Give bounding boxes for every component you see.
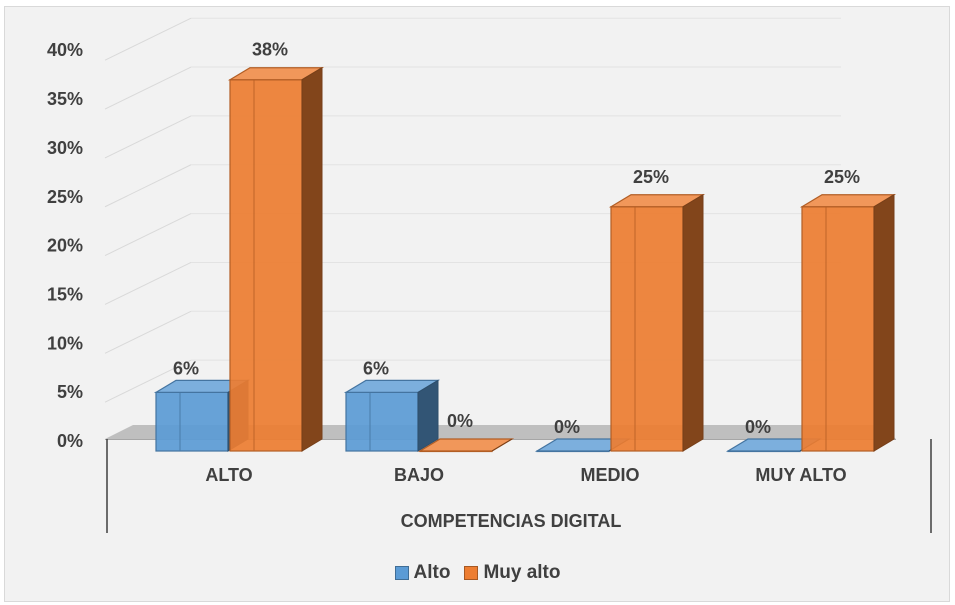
y-tick-label: 15% xyxy=(47,284,83,304)
gridline-perspective xyxy=(104,359,192,403)
legend-item-muy-alto: Muy alto xyxy=(464,562,561,584)
data-label: 0% xyxy=(554,417,580,437)
bar-muy-alto-alto-side xyxy=(301,66,323,452)
gridline-perspective xyxy=(104,66,192,110)
gridline-perspective xyxy=(104,164,192,208)
bar-alto-bajo-side xyxy=(417,379,439,452)
y-tick-label: 5% xyxy=(57,382,83,402)
bar-chart: 0% 5% 10% 15% 20% 25% 30% 35% 40% 6% 38% ALTO 6% 0% BA… xyxy=(47,17,932,533)
bar-muy-alto-medio-front xyxy=(610,206,684,452)
bar-muy-alto-medio-side xyxy=(682,193,704,452)
bar-muy-alto-bajo-side xyxy=(491,438,513,452)
legend-label-muy-alto: Muy alto xyxy=(483,562,561,583)
bar-alto-alto-front xyxy=(155,391,229,452)
data-label: 25% xyxy=(633,167,669,187)
bar-muy-alto-alto-front xyxy=(229,79,303,452)
x-category-label: MEDIO xyxy=(580,465,639,485)
x-axis-title: COMPETENCIAS DIGITAL xyxy=(401,511,622,531)
data-label: 25% xyxy=(824,167,860,187)
x-category-label: ALTO xyxy=(205,465,252,485)
legend-item-alto: Alto xyxy=(394,562,451,584)
y-tick-label: 10% xyxy=(47,333,83,353)
chart-frame: 0% 5% 10% 15% 20% 25% 30% 35% 40% 6% 38% ALTO 6% 0% BA… xyxy=(4,6,950,602)
data-label: 6% xyxy=(173,358,199,378)
gridline-perspective xyxy=(104,262,192,305)
data-label: 0% xyxy=(745,417,771,437)
legend-swatch-alto xyxy=(394,566,409,580)
data-label: 38% xyxy=(252,40,288,60)
x-category-label: BAJO xyxy=(394,465,444,485)
x-category-label: MUY ALTO xyxy=(755,465,846,485)
bar-muy-alto-muy-alto-side xyxy=(873,193,895,452)
legend-label-alto: Alto xyxy=(413,562,451,583)
y-tick-label: 35% xyxy=(47,89,83,109)
y-tick-label: 40% xyxy=(47,40,83,60)
data-label: 6% xyxy=(363,358,389,378)
y-tick-label: 0% xyxy=(57,431,83,451)
gridline-perspective xyxy=(104,310,192,354)
legend-swatch-muy-alto xyxy=(464,566,479,580)
gridline-perspective xyxy=(104,17,192,61)
legend: Alto Muy alto xyxy=(0,558,955,588)
data-label: 0% xyxy=(447,411,473,431)
gridline-perspective xyxy=(104,115,192,159)
bar-alto-bajo-front xyxy=(345,391,419,452)
y-tick-label: 30% xyxy=(47,138,83,158)
y-tick-label: 20% xyxy=(47,236,83,256)
gridline-perspective xyxy=(104,213,192,257)
bar-muy-alto-muy-alto-front xyxy=(801,206,875,452)
y-tick-label: 25% xyxy=(47,187,83,207)
